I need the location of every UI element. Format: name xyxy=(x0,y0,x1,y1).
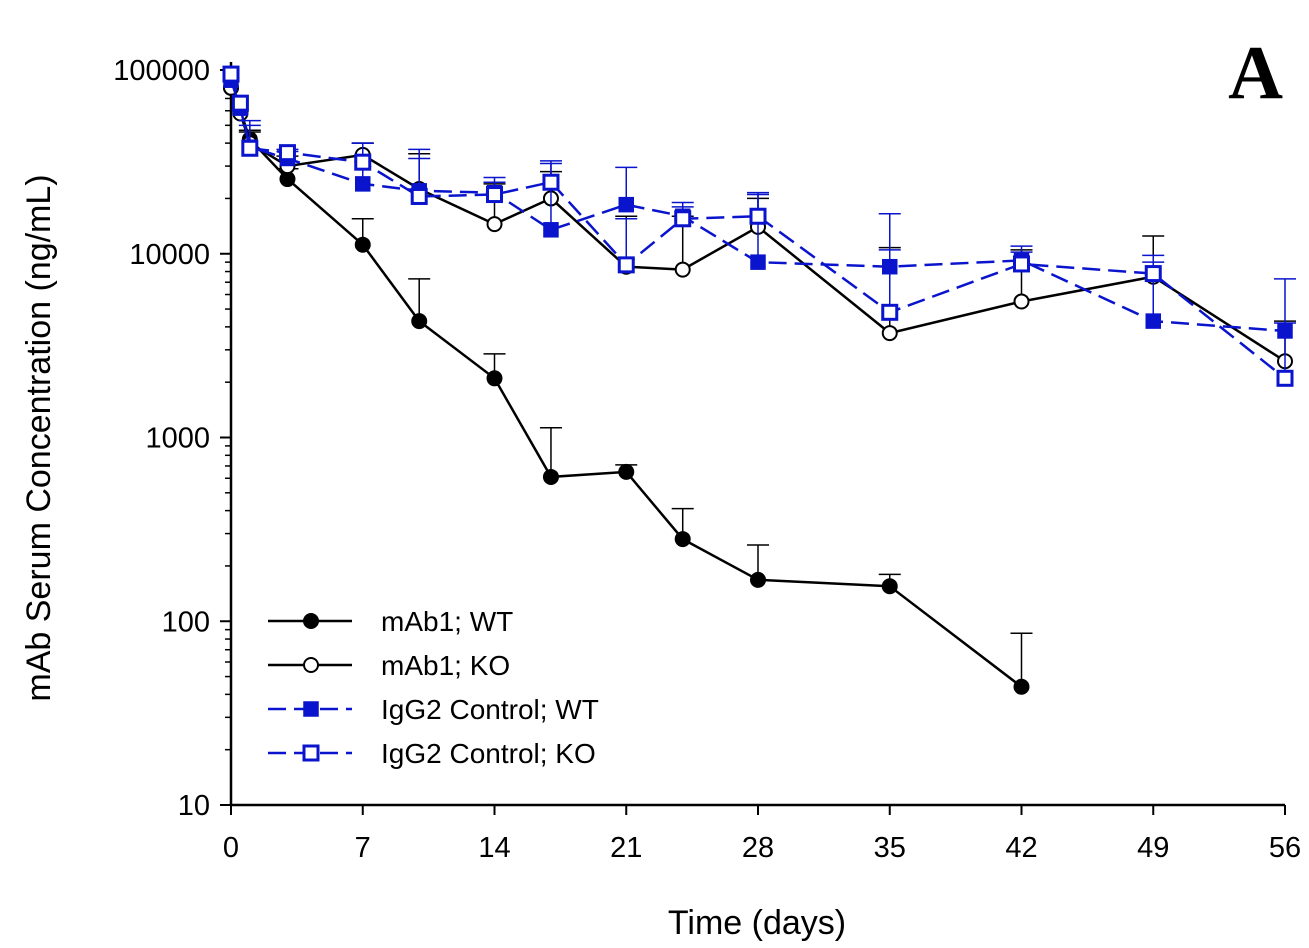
data-point xyxy=(674,531,691,548)
legend-marker xyxy=(302,744,320,762)
y-tick-label: 100 xyxy=(162,606,210,638)
data-point xyxy=(1276,369,1294,387)
data-point xyxy=(222,65,240,83)
x-tick-label: 0 xyxy=(223,832,239,864)
x-tick-label: 14 xyxy=(478,832,510,864)
data-point xyxy=(1013,255,1030,273)
x-tick-label: 42 xyxy=(1005,832,1037,864)
y-tick-label: 100000 xyxy=(113,55,210,87)
data-point xyxy=(1144,265,1162,283)
x-tick-label: 21 xyxy=(610,832,642,864)
legend-marker xyxy=(303,613,319,629)
panel-label: A xyxy=(1228,31,1283,115)
axes: 0 7 14 21 28 35 42 49 56 10 100 1000 10000 100000 xyxy=(113,55,1301,864)
data-point xyxy=(881,578,898,595)
series-line xyxy=(229,73,1286,380)
data-point xyxy=(486,186,503,204)
legend-item-4: IgG2 Control; KO xyxy=(268,738,596,769)
data-point xyxy=(354,236,371,253)
data-point xyxy=(410,187,428,205)
legend-item-3: IgG2 Control; WT xyxy=(268,694,599,725)
data-point xyxy=(618,196,634,213)
data-point xyxy=(411,313,428,330)
data-point xyxy=(241,139,259,157)
series-1 xyxy=(223,79,1033,695)
data-point xyxy=(617,256,635,274)
data-point xyxy=(279,171,296,188)
legend-label: IgG2 Control; WT xyxy=(381,694,599,725)
legend: mAb1; WT mAb1; KO IgG2 Control; WT IgG2 Con… xyxy=(268,606,599,769)
y-tick-label: 1000 xyxy=(145,423,210,455)
data-point xyxy=(750,571,766,588)
data-point xyxy=(355,176,371,192)
data-point xyxy=(354,153,372,171)
x-tick-label: 49 xyxy=(1137,832,1169,864)
legend-marker xyxy=(303,657,319,673)
data-point xyxy=(542,173,560,191)
data-point xyxy=(618,463,635,480)
data-point xyxy=(1013,678,1030,695)
y-tick-label: 10000 xyxy=(129,239,210,271)
series-layer xyxy=(222,65,1296,695)
data-point xyxy=(749,207,767,225)
legend-label: IgG2 Control; KO xyxy=(381,738,596,769)
x-tick-label: 28 xyxy=(742,832,774,864)
legend-label: mAb1; KO xyxy=(381,650,510,681)
data-point xyxy=(674,210,692,228)
series-3 xyxy=(223,72,1296,339)
data-point xyxy=(1013,293,1030,310)
x-axis-title: Time (days) xyxy=(668,904,846,942)
legend-item-1: mAb1; WT xyxy=(268,606,513,637)
y-axis-title: mAb Serum Concentration (ng/mL) xyxy=(20,174,58,701)
data-point xyxy=(486,216,503,233)
y-tick-label: 10 xyxy=(178,790,210,822)
data-point xyxy=(231,94,249,112)
data-point xyxy=(486,370,503,387)
data-point xyxy=(542,468,559,485)
series-4 xyxy=(222,65,1296,387)
legend-item-2: mAb1; KO xyxy=(268,650,510,681)
x-tick-label: 35 xyxy=(874,832,906,864)
x-tick-label: 7 xyxy=(355,832,371,864)
data-point xyxy=(750,254,766,270)
x-tick-label: 56 xyxy=(1269,832,1301,864)
data-point xyxy=(278,144,296,162)
legend-label: mAb1; WT xyxy=(381,606,513,637)
data-point xyxy=(674,261,691,278)
data-point xyxy=(881,303,899,321)
data-point xyxy=(1145,313,1161,329)
data-point xyxy=(881,325,898,342)
legend-marker xyxy=(303,701,319,717)
data-point xyxy=(543,222,559,238)
